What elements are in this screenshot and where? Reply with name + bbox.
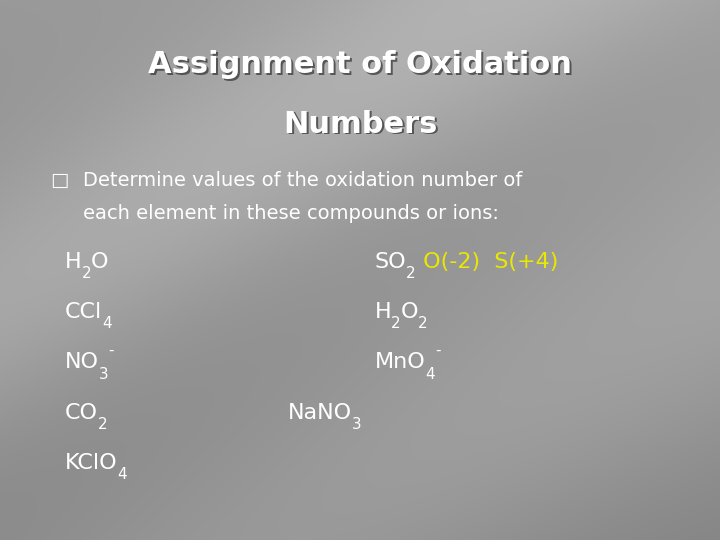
Text: NaNO: NaNO [288, 402, 352, 423]
Text: 2: 2 [98, 417, 107, 432]
Text: 2: 2 [406, 266, 415, 281]
Text: H: H [374, 302, 391, 322]
Text: 4: 4 [425, 367, 435, 382]
Text: 3: 3 [99, 367, 109, 382]
Text: O: O [91, 252, 109, 272]
Text: 2: 2 [81, 266, 91, 281]
Text: NO: NO [65, 352, 99, 373]
Text: CO: CO [65, 402, 98, 423]
Text: Determine values of the oxidation number of: Determine values of the oxidation number… [83, 171, 522, 191]
Text: 2: 2 [391, 316, 400, 332]
Text: O(-2): O(-2) [415, 252, 480, 272]
Text: 2: 2 [418, 316, 428, 332]
Text: CCl: CCl [65, 302, 102, 322]
Text: Numbers: Numbers [285, 111, 439, 140]
Text: KClO: KClO [65, 453, 117, 473]
Text: SO: SO [374, 252, 406, 272]
Text: □: □ [50, 171, 69, 191]
Text: Numbers: Numbers [283, 110, 437, 139]
Text: 4: 4 [102, 316, 112, 332]
Text: H: H [65, 252, 81, 272]
Text: O: O [400, 302, 418, 322]
Text: -: - [435, 343, 440, 358]
Text: S(+4): S(+4) [480, 252, 558, 272]
Text: -: - [109, 343, 114, 358]
Text: each element in these compounds or ions:: each element in these compounds or ions: [83, 204, 499, 223]
Text: MnO: MnO [374, 352, 425, 373]
Text: Assignment of Oxidation: Assignment of Oxidation [150, 52, 574, 81]
Text: Assignment of Oxidation: Assignment of Oxidation [148, 50, 572, 79]
Text: 3: 3 [352, 417, 361, 432]
Text: 4: 4 [117, 467, 127, 482]
